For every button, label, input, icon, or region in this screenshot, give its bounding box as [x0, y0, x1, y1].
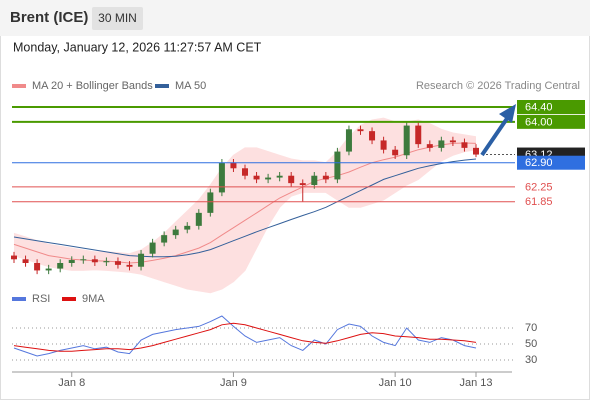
rsi-line — [13, 322, 477, 352]
candle-body — [288, 175, 295, 184]
candle-body — [195, 212, 202, 226]
candle-body — [45, 268, 52, 271]
interval: 30 MIN — [98, 11, 137, 25]
x-tick-label: Jan 10 — [379, 377, 412, 389]
level-label: 62.90 — [525, 157, 553, 169]
candle-body — [461, 142, 468, 148]
candle-body — [80, 259, 87, 261]
legend-swatch — [12, 84, 26, 88]
candle-body — [172, 229, 179, 236]
candle-body — [103, 261, 110, 263]
candle-body — [126, 264, 133, 267]
candle-body — [91, 259, 98, 263]
candle-body — [403, 125, 410, 156]
datetime: Monday, January 12, 2026 11:27:57 AM CET — [13, 40, 262, 54]
candle-body — [265, 177, 272, 180]
candle-body — [449, 140, 456, 143]
candle-body — [218, 162, 225, 193]
candle-body — [242, 168, 248, 176]
legend-swatch — [62, 297, 76, 301]
candle-body — [276, 175, 283, 178]
candle-body — [149, 242, 156, 254]
candle-body — [473, 147, 479, 155]
title: Brent (ICE) — [10, 9, 88, 26]
level-label: 61.85 — [525, 196, 553, 208]
arrow — [480, 115, 510, 157]
bollinger-band — [14, 118, 476, 293]
x-tick-label: Jan 13 — [459, 377, 492, 389]
ma-line — [13, 142, 477, 264]
legend-label: 9MA — [82, 293, 105, 305]
candle-body — [34, 263, 41, 271]
candle-body — [253, 175, 260, 180]
candle-body — [57, 263, 64, 269]
legend-label: MA 50 — [175, 80, 206, 92]
candle-body — [207, 192, 214, 213]
candle-body — [369, 131, 376, 141]
level-label: 64.00 — [525, 116, 553, 128]
candle-body — [415, 125, 422, 145]
candle-body — [114, 261, 121, 265]
rsi-tick-label: 30 — [525, 354, 537, 366]
interval-box — [92, 7, 143, 30]
level-label: 62.25 — [525, 181, 553, 193]
legend-swatch — [12, 297, 26, 301]
level-label-box — [517, 155, 585, 170]
candle-body — [68, 260, 75, 263]
rsi-tick-label: 50 — [525, 338, 537, 350]
candle-body — [438, 140, 445, 148]
bollinger-lower — [13, 149, 477, 294]
rsi-line — [13, 315, 477, 357]
candle-body — [426, 144, 433, 148]
candle-body — [161, 235, 168, 243]
candle-body — [138, 253, 145, 267]
rsi-tick-label: 70 — [525, 322, 537, 334]
header-bar — [0, 0, 590, 36]
level-label-box — [517, 114, 585, 129]
candle-body — [184, 225, 191, 230]
candle-body — [11, 255, 17, 260]
x-tick-label: Jan 9 — [220, 377, 247, 389]
candle-body — [357, 129, 364, 132]
candle-body — [392, 149, 399, 156]
legend-label: RSI — [32, 293, 50, 305]
candle-body — [230, 162, 237, 169]
candle-body — [311, 175, 318, 185]
candle-body — [322, 175, 329, 180]
candle-body — [299, 183, 306, 185]
credit: Research © 2026 Trading Central — [416, 80, 580, 92]
candle-body — [380, 140, 387, 150]
legend-label: MA 20 + Bollinger Bands — [32, 80, 153, 92]
candle-body — [22, 259, 29, 263]
ma-line — [13, 158, 477, 258]
x-tick-label: Jan 8 — [58, 377, 85, 389]
legend-swatch — [155, 84, 169, 88]
candle-body — [345, 129, 352, 152]
candle-body — [334, 151, 341, 180]
level-label-box — [517, 100, 585, 114]
arrow-head — [499, 104, 516, 123]
level-label: 64.40 — [525, 101, 553, 113]
